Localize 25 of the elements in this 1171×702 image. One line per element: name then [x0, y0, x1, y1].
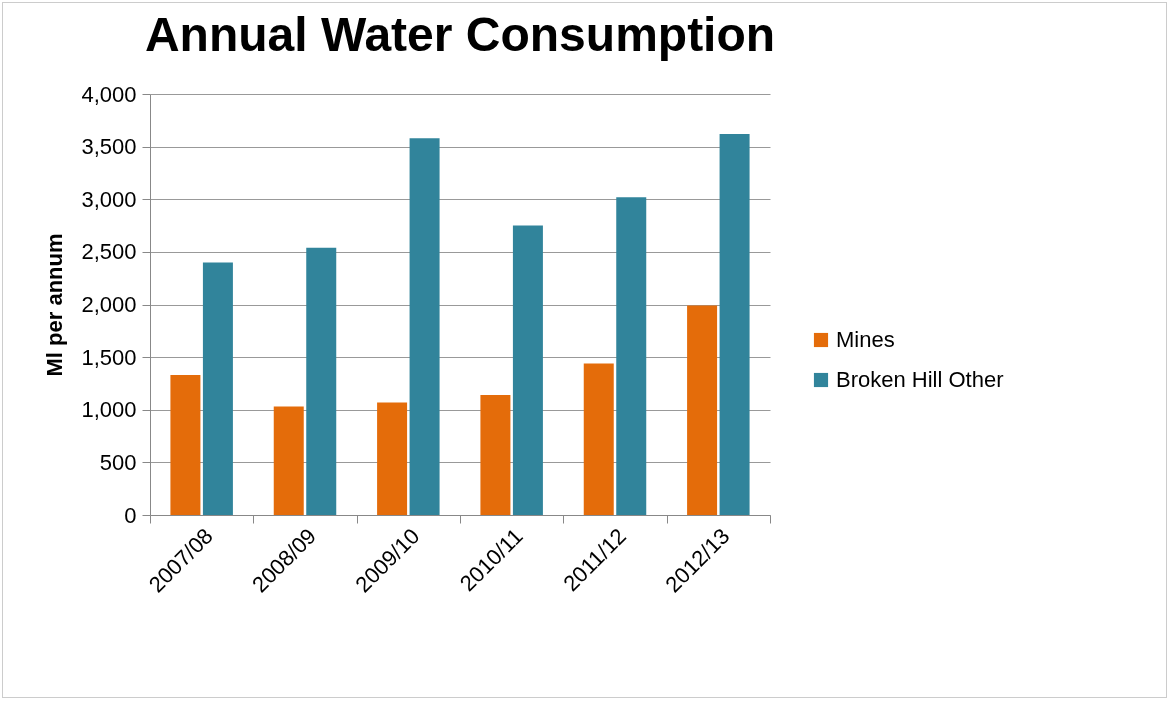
- bar: [409, 138, 440, 515]
- bar: [512, 225, 543, 515]
- y-tick-label: 4,000: [81, 81, 137, 107]
- y-tick-label: 500: [99, 449, 137, 475]
- bar: [616, 197, 647, 515]
- y-tick-label: 1,000: [81, 397, 137, 423]
- bar: [202, 262, 233, 515]
- bar: [306, 247, 337, 515]
- y-axis-title: Ml per annum: [42, 233, 68, 377]
- legend-label: Broken Hill Other: [836, 367, 1004, 392]
- bar: [583, 363, 614, 515]
- y-tick-label: 3,000: [81, 186, 137, 212]
- bar: [273, 406, 304, 515]
- legend-label: Mines: [836, 327, 895, 352]
- bar: [719, 134, 750, 515]
- y-tick-label: 3,500: [81, 134, 137, 160]
- bar: [170, 375, 201, 515]
- y-tick-label: 1,500: [81, 344, 137, 370]
- bar: [480, 395, 511, 515]
- y-tick-label: 0: [124, 502, 137, 528]
- y-tick-label: 2,000: [81, 292, 137, 317]
- chart-title: Annual Water Consumption: [144, 8, 776, 61]
- bar: [687, 305, 718, 515]
- bar: [377, 402, 408, 515]
- y-tick-label: 2,500: [81, 239, 137, 265]
